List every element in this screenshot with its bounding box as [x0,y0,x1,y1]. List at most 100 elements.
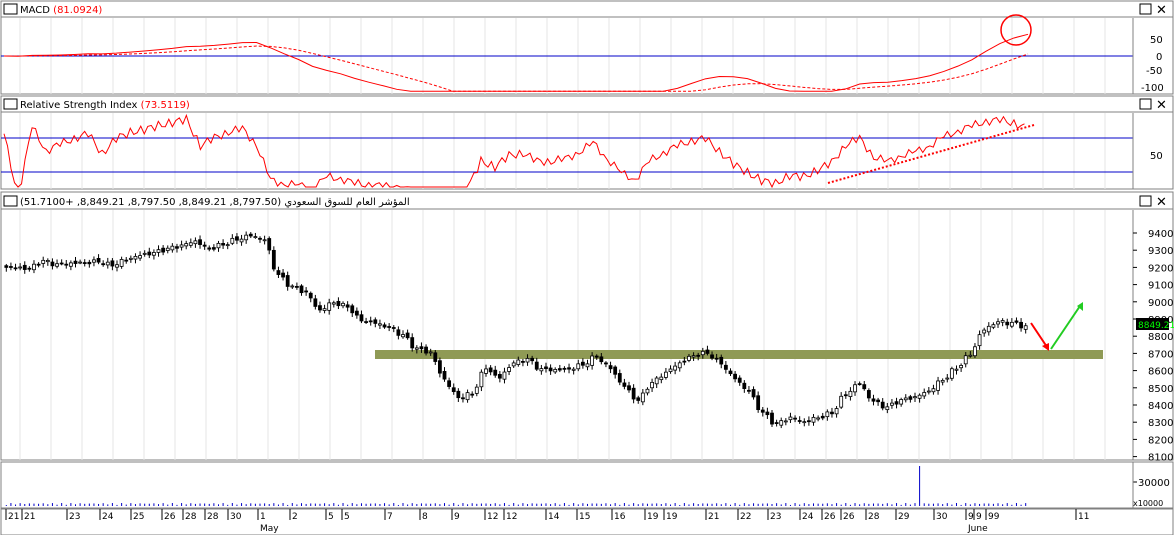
candle-body [571,368,576,371]
x-axis: 21 21 23 24 25 26 28 28 30 1 2 5 5 7 8 9 12 12 14 15 16 19 19 2… [0,508,1174,536]
candle-body [820,415,825,419]
price-tick-label: 8100 [1148,453,1173,464]
x-day-label: 5 [328,512,334,522]
candle-body [645,388,650,394]
candle-body [973,346,977,357]
candle-body [544,366,548,370]
candle-body [700,350,705,356]
candle-body [82,262,87,264]
candle-body [101,263,106,266]
candle-body [64,263,69,266]
candle-body [862,384,867,390]
candle-body [834,408,839,415]
candle-body [115,264,119,268]
candle-body [484,368,488,374]
candle-body [253,236,258,239]
macd-pane: MACD (81.0924) ✕ 50 0 -50 -100 [0,0,1174,95]
candle-body [142,252,147,255]
candle-body [470,393,475,396]
rsi-close-button[interactable]: ✕ [1156,98,1167,113]
x-day-label: 2 [292,512,298,522]
candle-body [22,264,27,270]
candle-body [677,362,682,369]
candle-body [945,377,950,380]
svg-text:Relative Strength Index (73.51: Relative Strength Index (73.5119) [20,100,190,111]
macd-signal-line [3,45,1029,92]
rsi-maximize-button[interactable] [1139,98,1152,110]
candle-body [184,243,189,247]
x-day-label: 9 [454,512,460,522]
candle-body [461,397,465,400]
x-day-label: 7 [387,512,393,522]
rsi-pane-icon[interactable] [3,98,18,110]
candle-body [364,321,368,323]
candle-body [779,420,784,426]
macd-pane-icon[interactable] [3,3,18,15]
candle-body [96,258,101,263]
macd-maximize-button[interactable] [1139,3,1152,15]
candle-body [562,367,567,370]
price-maximize-button[interactable] [1139,195,1152,207]
candle-body [45,260,50,263]
rsi-tick-50: 50 [1150,151,1163,162]
candle-body [156,249,161,253]
x-day-label: 12 [506,512,517,522]
x-day-label: 25 [133,512,144,522]
candle-body [221,243,225,246]
candle-body [608,365,613,370]
candle-body [225,244,230,247]
price-tick-label: 8400 [1148,401,1173,412]
candle-body [18,266,23,269]
candle-body [917,394,922,399]
candle-body [627,385,631,391]
candle-body [138,255,142,259]
candle-body [41,259,46,264]
candle-body [188,242,193,246]
candle-body [885,406,890,411]
candle-body [336,300,341,307]
candle-body [299,285,304,294]
candle-body [202,244,207,247]
price-tick-label: 8300 [1148,418,1173,429]
x-day-label: 22 [740,512,751,522]
candle-body [687,355,691,361]
candle-body [359,314,364,322]
candle-body [553,369,558,373]
volume-bars [5,466,1137,506]
candle-body [1009,321,1014,327]
candle-body [465,392,470,401]
candle-body [890,402,894,406]
candle-body [539,368,544,372]
candle-body [396,329,401,336]
x-day-label: 28 [868,512,880,522]
price-tick-label: 9400 [1148,229,1173,240]
down-arrow [1030,322,1049,351]
candle-body [382,324,387,328]
candle-body [295,285,299,288]
candle-body [534,361,539,370]
candle-body [913,396,917,399]
candle-body [341,302,345,307]
candle-body [968,354,973,357]
candle-body [27,267,32,270]
macd-close-button[interactable]: ✕ [1156,3,1167,18]
candle-body [922,392,927,397]
macd-value: (81.0924) [53,5,102,16]
candle-body [128,257,133,260]
price-pane: المؤشر العام للسوق السعودي (8,797.50, 8,… [0,191,1174,464]
x-day-label: 23 [69,512,80,522]
price-pane-icon[interactable] [3,195,18,207]
candle-body [788,416,793,421]
candle-body [576,363,581,370]
candle-body [32,263,36,271]
candle-body [594,355,599,358]
candle-body [378,323,382,326]
candle-body [659,376,664,381]
candle-body [710,354,714,359]
candle-body [728,370,733,375]
candle-body [719,356,724,365]
candle-body [654,377,659,385]
candle-body [756,395,761,411]
price-close-button[interactable]: ✕ [1156,195,1167,210]
candle-body [585,363,590,368]
